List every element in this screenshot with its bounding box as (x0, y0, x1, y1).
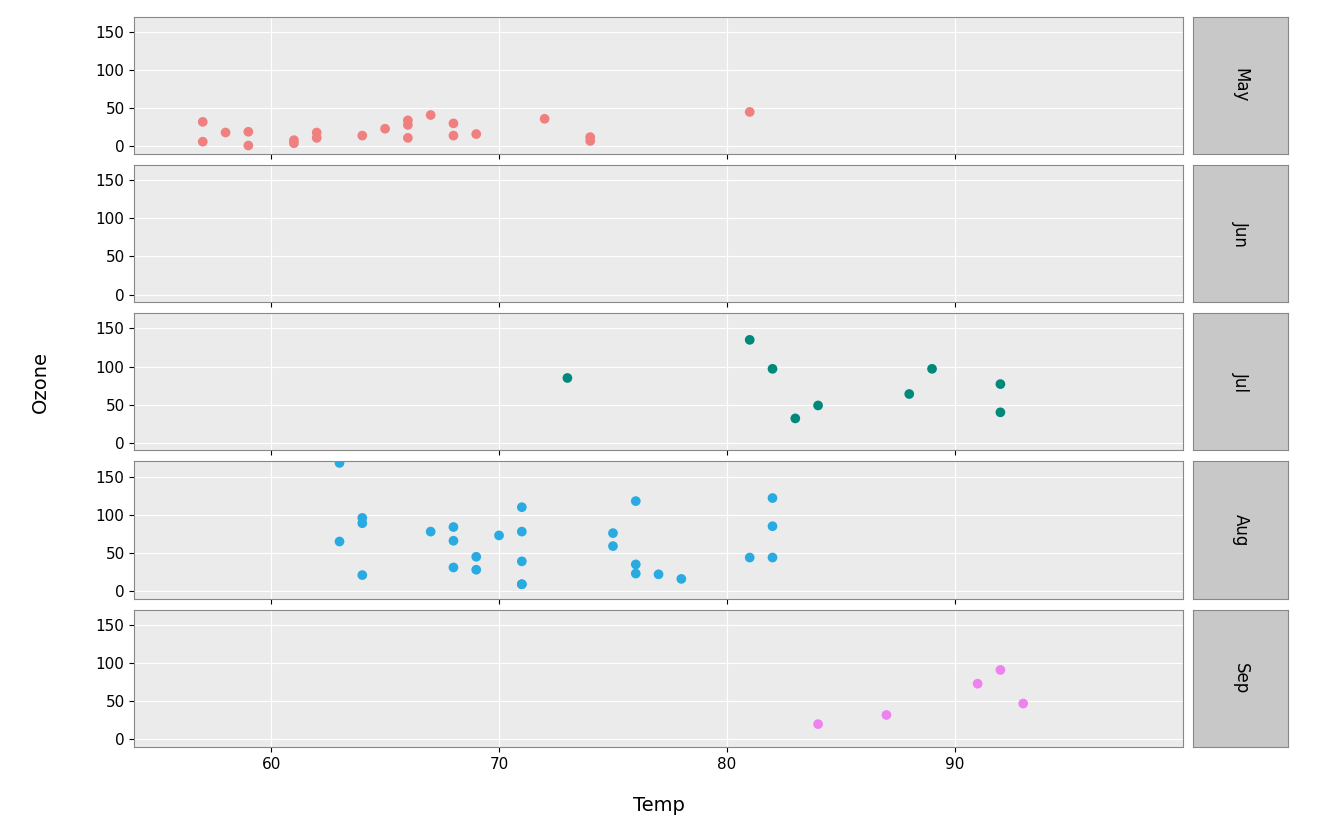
Point (808, 398, 829, 412)
Point (419, 525, 441, 538)
Point (442, 535, 464, 548)
Point (966, 677, 988, 691)
Point (396, 118, 418, 131)
Point (511, 500, 532, 514)
Point (215, 126, 237, 139)
Point (238, 139, 259, 152)
Point (511, 554, 532, 568)
Text: Temp: Temp (633, 796, 684, 814)
Point (762, 551, 784, 564)
Point (762, 491, 784, 505)
Point (648, 568, 669, 581)
Point (762, 362, 784, 375)
Point (1012, 697, 1034, 710)
Point (396, 131, 418, 144)
Text: Ozone: Ozone (31, 351, 50, 413)
Point (352, 129, 374, 142)
Point (442, 117, 464, 130)
Point (352, 511, 374, 525)
Point (465, 563, 487, 576)
Point (306, 131, 328, 144)
Point (671, 572, 692, 585)
Point (352, 516, 374, 530)
Point (465, 550, 487, 564)
Point (876, 708, 898, 721)
Point (579, 134, 601, 148)
Point (899, 388, 921, 401)
Point (511, 578, 532, 591)
Point (739, 105, 761, 119)
Point (396, 114, 418, 127)
Point (375, 122, 396, 135)
Point (762, 520, 784, 533)
Point (306, 126, 328, 139)
Point (989, 663, 1011, 676)
Point (284, 134, 305, 147)
Point (534, 112, 555, 125)
Point (329, 535, 351, 548)
Point (921, 362, 942, 375)
Point (192, 115, 214, 129)
Point (808, 717, 829, 730)
Point (442, 561, 464, 574)
Point (602, 540, 624, 553)
Point (511, 525, 532, 538)
Point (352, 569, 374, 582)
Point (442, 520, 464, 534)
Point (989, 378, 1011, 391)
Point (511, 578, 532, 591)
Point (238, 125, 259, 139)
Point (625, 558, 646, 571)
Point (739, 551, 761, 564)
Point (192, 135, 214, 149)
Point (989, 406, 1011, 419)
Point (785, 412, 806, 425)
Point (625, 495, 646, 508)
Point (739, 333, 761, 346)
Point (329, 457, 351, 470)
Point (556, 371, 578, 384)
Point (625, 567, 646, 580)
Point (602, 526, 624, 540)
Point (465, 128, 487, 141)
Point (419, 109, 441, 122)
Point (442, 129, 464, 142)
Point (488, 529, 509, 542)
Point (284, 137, 305, 150)
Point (579, 130, 601, 144)
